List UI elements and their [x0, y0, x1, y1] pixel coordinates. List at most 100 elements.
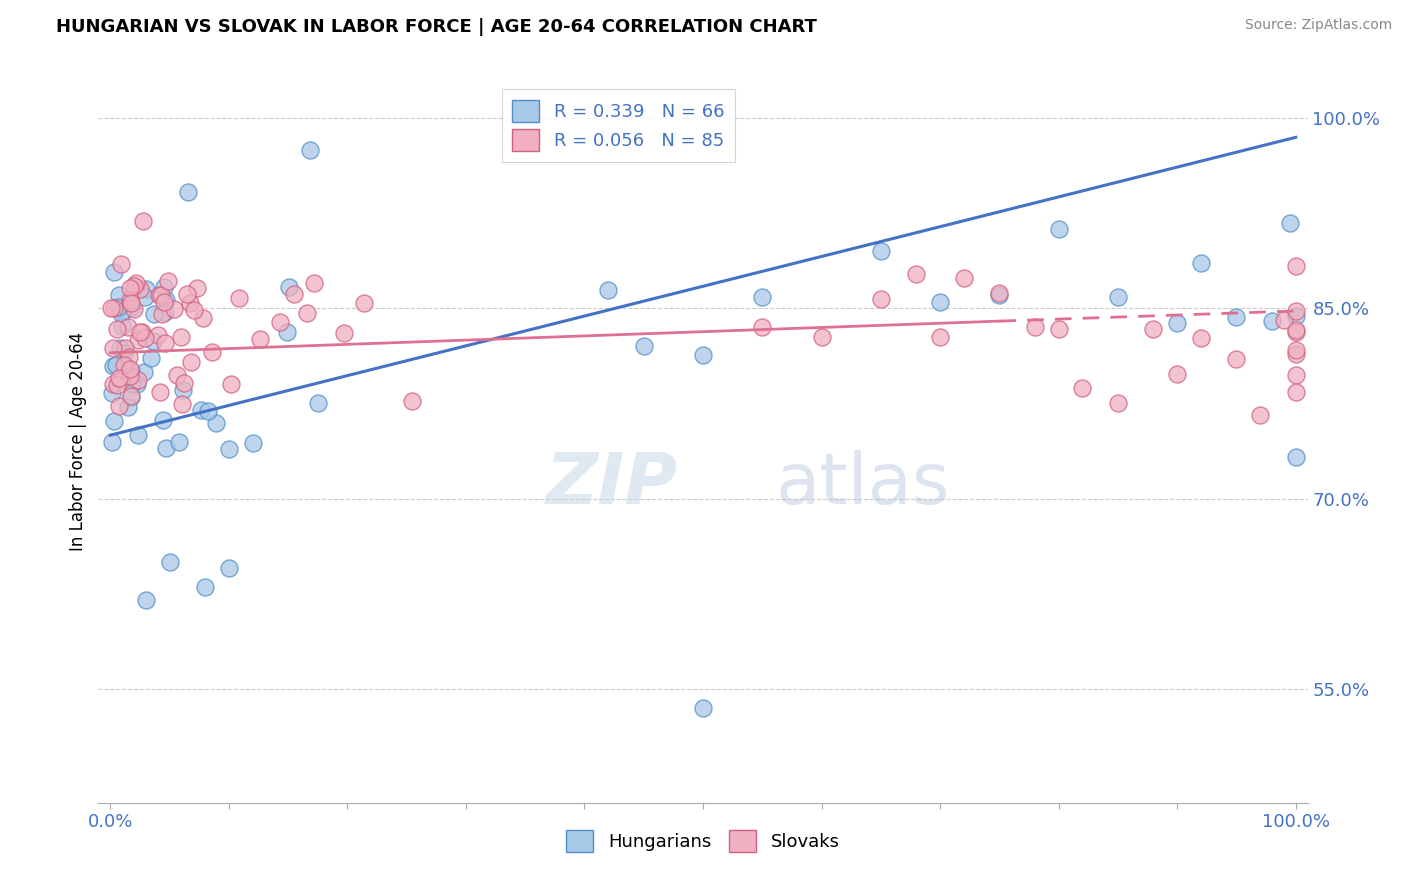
Point — [190, 403, 212, 417]
Point — [127, 428, 149, 442]
Point — [101, 359, 124, 373]
Point — [135, 593, 157, 607]
Point — [295, 306, 318, 320]
Point — [121, 300, 143, 314]
Point — [134, 331, 156, 345]
Point — [173, 376, 195, 390]
Point — [197, 404, 219, 418]
Point — [633, 338, 655, 352]
Point — [121, 376, 143, 391]
Point — [103, 414, 125, 428]
Point — [1285, 325, 1308, 339]
Point — [127, 377, 149, 392]
Point — [110, 306, 132, 320]
Point — [183, 303, 205, 318]
Point — [170, 397, 193, 411]
Point — [276, 325, 298, 339]
Point — [988, 288, 1011, 302]
Y-axis label: In Labor Force | Age 20-64: In Labor Force | Age 20-64 — [69, 332, 87, 551]
Point — [110, 341, 132, 355]
Point — [194, 580, 217, 594]
Point — [1047, 222, 1070, 236]
Point — [201, 345, 224, 359]
Point — [125, 276, 148, 290]
Point — [120, 389, 142, 403]
Point — [692, 348, 714, 362]
Point — [112, 358, 135, 372]
Point — [172, 383, 194, 397]
Point — [277, 279, 299, 293]
Point — [143, 307, 166, 321]
Point — [332, 326, 354, 340]
Point — [118, 369, 141, 384]
Point — [150, 288, 173, 302]
Point — [127, 373, 149, 387]
Point — [1166, 367, 1188, 381]
Point — [112, 345, 135, 359]
Point — [103, 265, 125, 279]
Point — [1024, 319, 1046, 334]
Point — [191, 310, 214, 325]
Point — [186, 280, 208, 294]
Point — [1285, 384, 1308, 399]
Point — [218, 442, 240, 457]
Point — [159, 555, 181, 569]
Point — [751, 320, 773, 334]
Point — [110, 301, 132, 316]
Point — [176, 287, 198, 301]
Text: Source: ZipAtlas.com: Source: ZipAtlas.com — [1244, 18, 1392, 32]
Point — [401, 394, 423, 409]
Text: atlas: atlas — [776, 450, 950, 519]
Point — [153, 294, 176, 309]
Point — [988, 286, 1011, 301]
Point — [103, 341, 125, 355]
Point — [112, 303, 135, 318]
Point — [117, 401, 139, 415]
Point — [166, 368, 188, 382]
Point — [150, 307, 173, 321]
Point — [105, 358, 128, 372]
Point — [108, 399, 131, 413]
Point — [153, 280, 176, 294]
Point — [302, 277, 325, 291]
Point — [108, 288, 131, 302]
Point — [128, 282, 150, 296]
Point — [1047, 322, 1070, 336]
Point — [121, 296, 143, 310]
Point — [122, 302, 145, 317]
Point — [118, 281, 141, 295]
Point — [155, 293, 177, 308]
Point — [598, 284, 620, 298]
Point — [135, 282, 157, 296]
Point — [120, 391, 142, 405]
Point — [219, 376, 242, 391]
Point — [929, 294, 952, 309]
Point — [1225, 352, 1247, 367]
Point — [249, 332, 271, 346]
Point — [132, 213, 155, 227]
Point — [1225, 310, 1247, 324]
Point — [118, 293, 141, 308]
Point — [107, 300, 129, 314]
Point — [134, 290, 156, 304]
Point — [1285, 347, 1308, 361]
Point — [869, 292, 891, 306]
Point — [1285, 450, 1308, 464]
Point — [105, 377, 128, 392]
Point — [1285, 368, 1308, 382]
Point — [1285, 323, 1308, 337]
Point — [117, 350, 139, 364]
Point — [167, 435, 190, 450]
Point — [103, 301, 125, 315]
Point — [127, 333, 149, 347]
Point — [152, 413, 174, 427]
Text: ZIP: ZIP — [546, 450, 678, 519]
Point — [111, 318, 134, 333]
Point — [283, 287, 305, 301]
Point — [751, 290, 773, 304]
Point — [101, 377, 124, 392]
Point — [156, 273, 179, 287]
Point — [110, 257, 132, 271]
Point — [146, 328, 169, 343]
Point — [1285, 260, 1308, 274]
